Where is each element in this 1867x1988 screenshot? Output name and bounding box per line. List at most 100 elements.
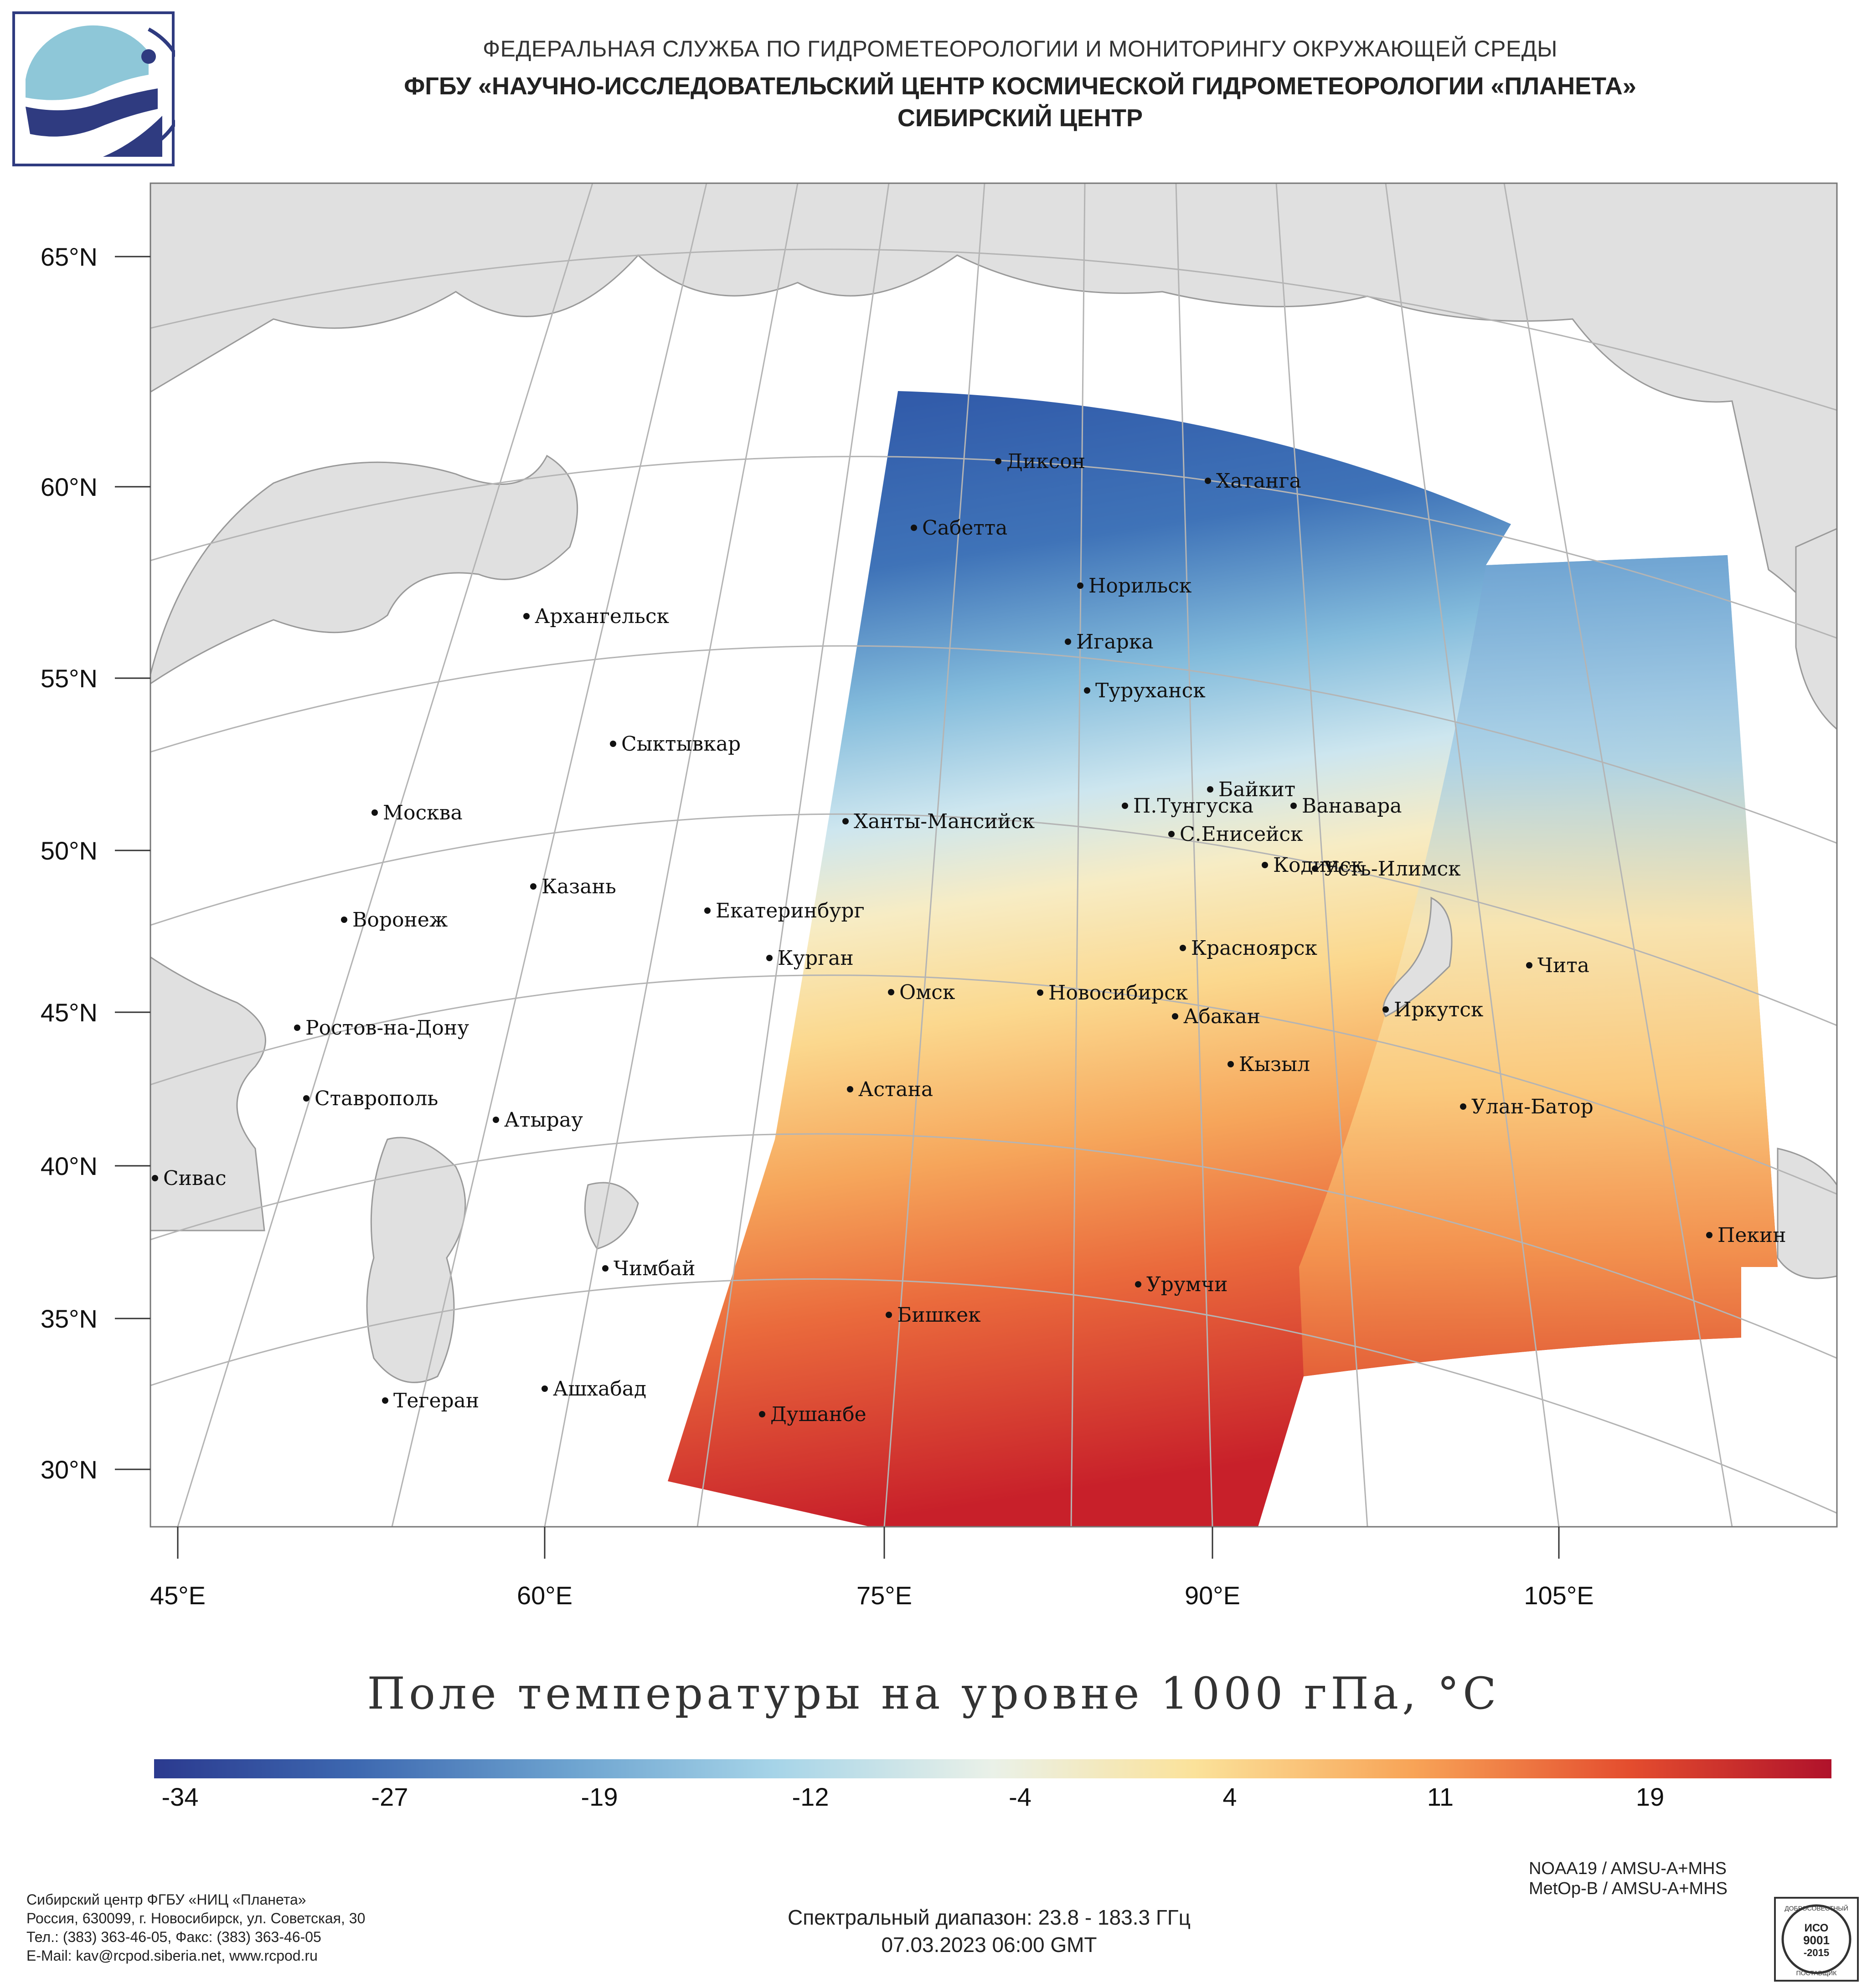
- city-dot: [886, 1312, 892, 1318]
- iso-badge-iso: ИСО: [1805, 1922, 1829, 1934]
- colorbar-tick: -19: [581, 1782, 618, 1811]
- city-label: Байкит: [1218, 778, 1295, 801]
- city-label: Ставрополь: [315, 1087, 438, 1110]
- city-dot: [1207, 786, 1213, 793]
- city-label: Архангельск: [535, 605, 669, 628]
- lat-label: 35°N: [41, 1304, 98, 1333]
- map-frame: [150, 182, 1838, 1528]
- city-dot: [1205, 478, 1211, 484]
- caucasus-land: [150, 956, 266, 1231]
- city-dot: [1065, 639, 1071, 645]
- city-label: Сыктывкар: [621, 732, 741, 756]
- city-dot: [1172, 1013, 1178, 1020]
- iso-badge-year: -2015: [1804, 1947, 1829, 1958]
- colorbar-tick: 4: [1222, 1782, 1237, 1811]
- city-label: Игарка: [1076, 630, 1154, 654]
- city-label: Астана: [858, 1078, 933, 1101]
- city-dot: [1135, 1281, 1141, 1288]
- colorbar-tick: -4: [1009, 1782, 1031, 1811]
- iso-badge-top: ДОБРОСОВЕСТНЫЙ: [1784, 1904, 1848, 1912]
- city-label: С.Енисейск: [1180, 823, 1303, 846]
- lon-label: 90°E: [1185, 1581, 1240, 1610]
- city-label: Кодинск: [1273, 854, 1363, 877]
- city-label: Омск: [899, 981, 955, 1004]
- city-dot: [1037, 989, 1043, 996]
- arctic-land: [150, 183, 1837, 639]
- iso-badge-bottom: ПОСТАВЩИК: [1796, 1969, 1837, 1977]
- lat-label: 30°N: [41, 1455, 98, 1484]
- city-dot: [1122, 803, 1128, 809]
- colorbar-tick: -27: [371, 1782, 408, 1811]
- lon-label: 60°E: [517, 1581, 572, 1610]
- center-title: СИБИРСКИЙ ЦЕНТР: [897, 104, 1143, 132]
- city-dot: [152, 1175, 158, 1181]
- city-label: Абакан: [1183, 1005, 1260, 1028]
- org-phone: Тел.: (383) 363-46-05, Факс: (383) 363-4…: [26, 1929, 321, 1945]
- org-address: Россия, 630099, г. Новосибирск, ул. Сове…: [26, 1910, 366, 1926]
- colorbar-tick: -12: [792, 1782, 829, 1811]
- planeta-logo: [12, 11, 175, 166]
- lon-label: 75°E: [856, 1581, 912, 1610]
- map-title: Поле температуры на уровне 1000 гПа, °С: [367, 1668, 1500, 1719]
- city-dot: [888, 989, 894, 995]
- city-dot: [602, 1265, 609, 1272]
- city-dot: [1706, 1232, 1712, 1238]
- city-label: Чита: [1537, 954, 1589, 977]
- city-dot: [1077, 582, 1083, 589]
- lake-baikal: [1382, 896, 1453, 1017]
- city-dot: [382, 1397, 388, 1404]
- city-label: Екатеринбург: [716, 899, 865, 922]
- city-dot: [1290, 803, 1297, 809]
- longitude-lines: [177, 183, 1733, 1527]
- organization-info: Сибирский центр ФГБУ «НИЦ «Планета» Росс…: [26, 1890, 365, 1965]
- city-dot: [294, 1025, 300, 1031]
- iso-badge-num: 9001: [1803, 1933, 1830, 1947]
- city-label: Сивас: [163, 1167, 227, 1190]
- city-dot: [1262, 862, 1268, 868]
- city-dot: [303, 1095, 309, 1102]
- temperature-map: 65°N 60°N 55°N 50°N 45°N 40°N 35°N 30°N …: [41, 182, 1838, 1610]
- korea-land: [1777, 1148, 1837, 1279]
- city-dot: [1312, 865, 1318, 872]
- city-dot: [523, 613, 530, 619]
- org-email: E-Mail: kav@rcpod.siberia.net, www.rcpod…: [26, 1947, 318, 1964]
- city-label: Москва: [383, 801, 463, 824]
- city-label: Норильск: [1088, 574, 1191, 597]
- city-dot: [341, 917, 347, 923]
- org-name: Сибирский центр ФГБУ «НИЦ «Планета»: [26, 1891, 306, 1908]
- city-dot: [847, 1086, 853, 1092]
- city-label: Усть-Илимск: [1323, 857, 1461, 881]
- lat-label: 50°N: [41, 836, 98, 865]
- city-label: Ашхабад: [553, 1377, 646, 1401]
- latitude-lines: [150, 248, 1837, 1514]
- lat-label: 40°N: [41, 1152, 98, 1180]
- colorbar-tick: 19: [1636, 1782, 1664, 1811]
- city-label: Душанбе: [770, 1403, 866, 1426]
- city-dot: [493, 1117, 499, 1123]
- satellite-2: MetOp-B / AMSU-A+MHS: [1528, 1879, 1728, 1898]
- city-label: Красноярск: [1191, 937, 1317, 960]
- lat-label: 45°N: [41, 998, 98, 1027]
- city-label: Иркутск: [1394, 998, 1483, 1021]
- city-dot: [759, 1411, 765, 1417]
- city-label: Казань: [542, 875, 616, 898]
- colorbar-gradient: [154, 1759, 1831, 1778]
- city-markers: Диксон Хатанга Сабетта Норильск Архангельск И…: [152, 450, 1786, 1426]
- colorbar-tick: -34: [162, 1782, 199, 1811]
- temperature-colorbar: -34 -27 -19 -12 -4 4 11 19: [154, 1759, 1831, 1811]
- city-dot: [371, 809, 378, 816]
- city-label: Кызыл: [1239, 1053, 1310, 1076]
- city-dot: [1460, 1103, 1466, 1110]
- scandinavia-land: [150, 454, 578, 685]
- satellite-info: NOAA19 / AMSU-A+MHS MetOp-B / AMSU-A+MHS: [1529, 1859, 1728, 1899]
- city-label: Туруханск: [1095, 679, 1206, 702]
- city-label: Курган: [778, 947, 854, 970]
- city-label: Воронеж: [352, 908, 448, 932]
- city-dot: [766, 955, 773, 961]
- city-dot: [1168, 831, 1175, 837]
- lat-axis: 65°N 60°N 55°N 50°N 45°N 40°N 35°N 30°N: [41, 242, 150, 1484]
- far-east-land: [1795, 528, 1837, 730]
- spectral-range: Спектральный диапазон: 23.8 - 183.3 ГГц: [787, 1906, 1191, 1929]
- institute-title: ФГБУ «НАУЧНО-ИССЛЕДОВАТЕЛЬСКИЙ ЦЕНТР КОС…: [404, 72, 1636, 100]
- city-dot: [842, 818, 849, 824]
